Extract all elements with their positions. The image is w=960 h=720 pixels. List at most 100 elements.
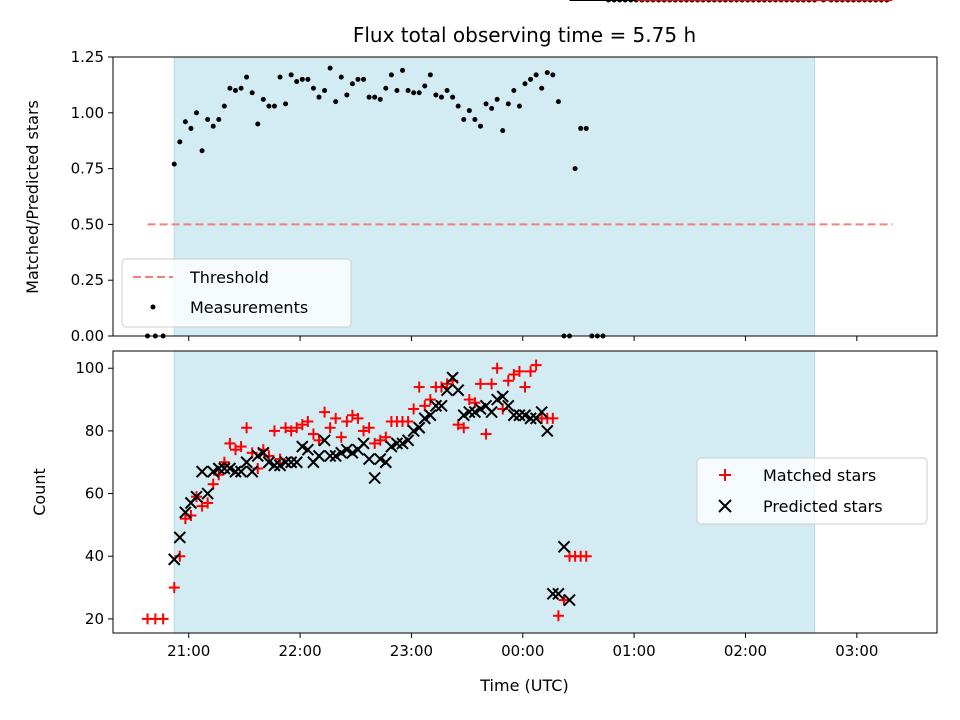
predicted-star-point bbox=[212, 462, 225, 475]
predicted-star-point bbox=[424, 409, 437, 422]
measurement-point bbox=[377, 96, 383, 102]
measurement-point bbox=[500, 128, 506, 134]
matched-star-point bbox=[374, 434, 386, 446]
predicted-star-point bbox=[362, 452, 376, 466]
measurement-point bbox=[522, 81, 528, 87]
measurement-point bbox=[477, 123, 483, 129]
bottom-y-axis-label: Count bbox=[30, 468, 49, 516]
measurement-point bbox=[171, 161, 177, 167]
matched-star-point bbox=[280, 422, 292, 434]
measurement-point bbox=[271, 103, 277, 109]
matched-star-point bbox=[341, 416, 353, 427]
top-panel: 0.00 0.25 0.50 0.75 1.00 1.25 Matched/Predict… bbox=[23, 0, 938, 345]
measurement-point bbox=[516, 103, 522, 109]
predicted-star-point bbox=[429, 399, 443, 413]
predicted-star-point bbox=[290, 456, 303, 469]
predicted-star-point bbox=[218, 462, 231, 475]
matched-star-point bbox=[458, 422, 470, 434]
measurement-point bbox=[461, 116, 467, 122]
measurement-point bbox=[210, 123, 216, 129]
matched-star-point bbox=[380, 431, 392, 443]
measurement-point bbox=[455, 103, 461, 109]
matched-star-point bbox=[525, 365, 537, 377]
predicted-star-point bbox=[552, 587, 565, 601]
bottom-axes-frame bbox=[112, 350, 938, 634]
matched-star-point bbox=[346, 409, 358, 421]
matched-star-point bbox=[291, 422, 303, 434]
matched-star-point bbox=[358, 425, 370, 437]
measurement-point bbox=[422, 83, 428, 89]
matched-star-point bbox=[168, 582, 180, 594]
predicted-star-point bbox=[557, 540, 571, 554]
predicted-star-point bbox=[446, 371, 459, 384]
predicted-star-point bbox=[173, 531, 187, 544]
measurement-point bbox=[344, 92, 350, 98]
bottom-legend: Matched stars Predicted stars bbox=[696, 457, 928, 525]
measurement-point bbox=[182, 119, 188, 125]
matched-star-point bbox=[513, 365, 525, 377]
matched-star-point bbox=[207, 478, 219, 490]
matched-star-point bbox=[313, 434, 325, 446]
x-tick-label: 22:00 bbox=[278, 642, 321, 660]
measurement-point bbox=[221, 103, 227, 109]
matched-star-point bbox=[474, 378, 486, 390]
predicted-star-point bbox=[279, 456, 292, 469]
measurement-point bbox=[400, 67, 406, 73]
predicted-star-point bbox=[168, 553, 181, 566]
matched-star-point bbox=[235, 441, 247, 453]
measurement-point bbox=[260, 96, 266, 102]
measurement-point bbox=[528, 76, 534, 82]
measurement-point bbox=[383, 85, 389, 91]
predicted-star-point bbox=[546, 587, 560, 601]
matched-star-point bbox=[491, 362, 503, 374]
matched-star-point bbox=[469, 397, 481, 409]
matched-star-point bbox=[307, 428, 319, 440]
measurement-point bbox=[416, 90, 422, 96]
measurement-point bbox=[489, 105, 495, 111]
legend-predicted-swatch bbox=[718, 499, 732, 513]
matched-star-point bbox=[452, 419, 464, 431]
measurement-point bbox=[338, 74, 344, 80]
top-y-tick-label: 1.25 bbox=[71, 48, 104, 66]
measurement-point bbox=[483, 101, 489, 107]
matched-star-point bbox=[402, 416, 414, 427]
measurement-point bbox=[494, 96, 500, 102]
measurement-point bbox=[227, 85, 233, 91]
predicted-star-point bbox=[234, 465, 248, 478]
matched-star-point bbox=[224, 437, 236, 449]
predicted-star-point bbox=[485, 405, 498, 419]
matched-star-point bbox=[508, 369, 520, 380]
measurement-point bbox=[511, 87, 517, 93]
measurement-point bbox=[244, 74, 250, 80]
measurement-point bbox=[199, 148, 205, 154]
measurement-point bbox=[322, 87, 328, 93]
measurement-point bbox=[205, 116, 211, 122]
bottom-y-tick-label: 20 bbox=[85, 610, 104, 628]
measurement-point bbox=[232, 87, 238, 93]
predicted-star-point bbox=[451, 383, 465, 397]
matched-star-point bbox=[324, 422, 336, 434]
predicted-star-point bbox=[535, 405, 548, 419]
measurement-point bbox=[333, 99, 339, 105]
matched-star-point bbox=[552, 610, 564, 622]
bottom-y-tick-label: 60 bbox=[85, 485, 104, 503]
matched-star-point bbox=[157, 613, 169, 625]
legend-matched-swatch bbox=[719, 469, 731, 481]
predicted-star-point bbox=[257, 446, 270, 460]
predicted-star-point bbox=[563, 593, 576, 607]
measurement-point bbox=[388, 72, 394, 78]
predicted-star-point bbox=[524, 412, 537, 425]
measurement-point bbox=[255, 121, 261, 127]
legend-measurements-swatch bbox=[150, 304, 156, 310]
matched-star-point bbox=[335, 431, 347, 443]
bottom-panel: 20 40 60 80 100 21:00 22:00 23:00 00:00 01:00 02:… bbox=[30, 0, 938, 695]
matched-star-point bbox=[558, 594, 570, 606]
x-axis-label: Time (UTC) bbox=[479, 676, 568, 695]
predicted-star-point bbox=[401, 434, 415, 447]
top-y-tick-label: 1.00 bbox=[71, 104, 104, 122]
matched-star-point bbox=[229, 444, 241, 456]
measurement-point bbox=[305, 76, 311, 82]
measurement-point bbox=[394, 87, 400, 93]
matched-star-point bbox=[352, 412, 364, 424]
chart-title: Flux total observing time = 5.75 h bbox=[353, 23, 696, 47]
